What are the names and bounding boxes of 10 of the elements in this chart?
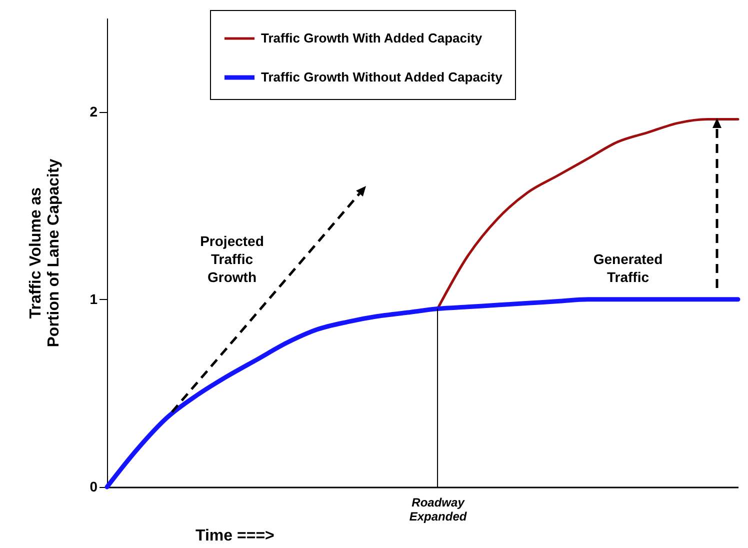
y-axis-title: Traffic Volume as Portion of Lane Capacity — [28, 158, 63, 348]
y-tick-label: 0 — [90, 478, 98, 494]
y-tick-label: 1 — [90, 290, 98, 307]
legend-label: Traffic Growth Without Added Capacity — [261, 70, 504, 84]
legend-label: Traffic Growth With Added Capacity — [261, 30, 483, 46]
annotation: Generated Traffic — [593, 251, 663, 285]
x-axis-title: Time ===> — [196, 528, 274, 544]
x-tick-label: Roadway Expanded — [409, 496, 468, 524]
annotation: Projected Traffic Growth — [200, 233, 264, 285]
y-tick-label: 2 — [90, 103, 98, 120]
